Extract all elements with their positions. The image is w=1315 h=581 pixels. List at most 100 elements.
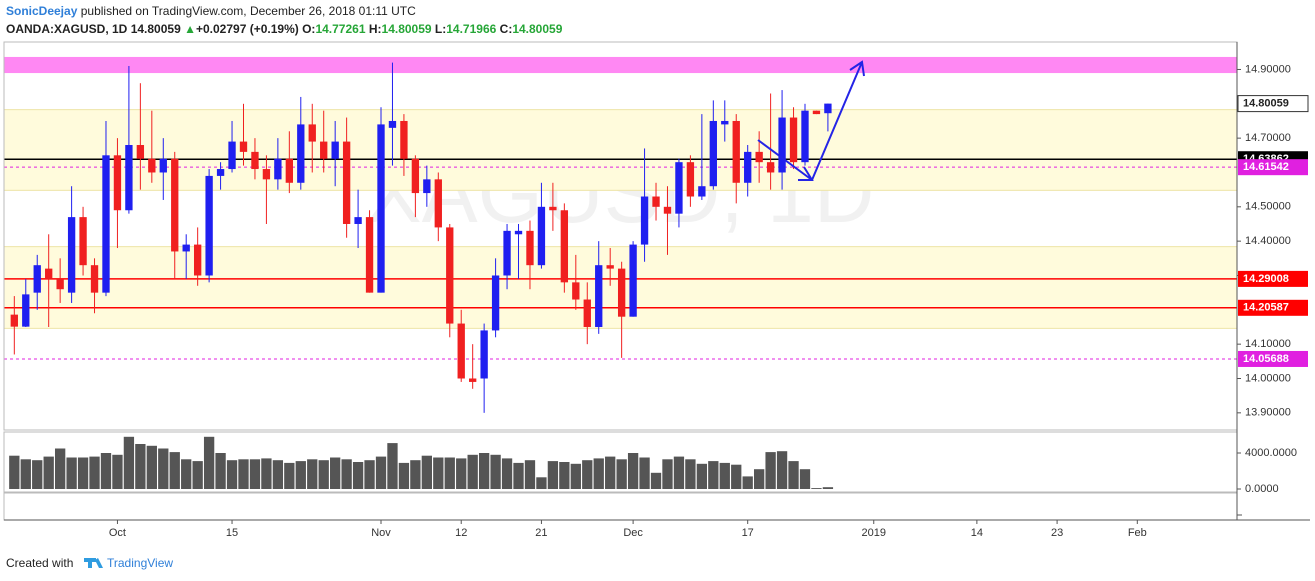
candle-body — [744, 151, 752, 183]
volume-bar — [559, 462, 570, 490]
candle-body — [629, 244, 637, 317]
candle-body — [491, 275, 500, 331]
volume-tick-label: 0.0000 — [1245, 483, 1279, 495]
volume-bar — [593, 458, 604, 490]
candle-body — [136, 145, 145, 159]
volume-bar — [650, 472, 662, 490]
volume-bar — [341, 459, 352, 490]
volume-bar — [43, 456, 54, 490]
volume-bar — [547, 461, 559, 490]
candle-body — [388, 120, 397, 128]
volume-bar — [582, 460, 593, 490]
legend: OANDA:XAGUSD, 1D 14.80059 ▲+0.02797 (+0.… — [6, 22, 563, 36]
candle-body — [67, 217, 76, 293]
volume-bar — [272, 460, 284, 490]
candle-body — [423, 179, 431, 194]
candle-body — [193, 244, 202, 276]
candle-body — [675, 162, 683, 214]
author[interactable]: SonicDeejay — [6, 4, 78, 18]
volume-bar — [100, 452, 112, 490]
volume-bar — [776, 451, 788, 490]
candle-body — [33, 265, 41, 293]
x-tick-label: 12 — [455, 527, 467, 539]
candle-body — [595, 265, 603, 327]
volume-bar — [478, 452, 490, 490]
candle-body — [652, 196, 660, 207]
candle-body — [56, 278, 64, 290]
volume-bar — [433, 457, 444, 490]
plot: XAGUSD, 1DSilver / U.S. Dollar — [3, 56, 1238, 490]
y-tick-label: 14.70000 — [1245, 132, 1291, 144]
volume-bar — [330, 457, 341, 490]
volume-bar — [421, 455, 432, 490]
level-label: 14.05688 — [1243, 353, 1289, 365]
l-label: L: — [435, 22, 446, 36]
candle-body — [377, 124, 385, 293]
level-box — [1238, 159, 1308, 176]
volume-bar — [9, 455, 20, 490]
volume-bar — [112, 454, 123, 490]
zone — [3, 56, 1238, 74]
candle-body — [801, 110, 809, 163]
o-value: 14.77261 — [315, 22, 365, 36]
volume-bar — [203, 436, 215, 490]
volume-bar — [135, 443, 146, 490]
volume-bar — [673, 456, 685, 490]
empty-pane — [3, 492, 1238, 521]
candle-body — [411, 158, 420, 194]
x-tick-label: 17 — [742, 527, 754, 539]
volume-bar — [249, 459, 261, 490]
footer-brand[interactable]: TradingView — [107, 556, 173, 570]
x-tick-label: 21 — [535, 527, 547, 539]
candle-body — [606, 265, 614, 269]
level-label: 14.61542 — [1243, 161, 1289, 173]
candle-body — [159, 158, 167, 173]
volume-bar — [77, 457, 89, 490]
volume-bar — [605, 456, 616, 490]
candle-body — [90, 265, 99, 293]
y-tick-label: 14.00000 — [1245, 372, 1291, 384]
candle-body — [331, 141, 339, 159]
candle-body — [342, 141, 351, 224]
candle-body — [45, 268, 53, 279]
volume-bar — [811, 488, 822, 490]
candle-body — [709, 120, 717, 187]
volume-bar — [662, 459, 673, 490]
volume-bar — [375, 456, 387, 490]
volume-bar — [192, 461, 203, 490]
candle-body — [457, 323, 465, 379]
candle-body — [446, 227, 454, 324]
volume-bar — [20, 459, 31, 490]
volume-bar — [753, 469, 765, 490]
candle-body — [663, 206, 672, 214]
footer-text: Created with — [6, 556, 73, 570]
volume-bar — [444, 457, 455, 490]
y-tick-label: 14.50000 — [1245, 201, 1291, 213]
volume-bar — [284, 462, 295, 490]
candle-body — [228, 141, 236, 170]
candle-body — [617, 268, 626, 317]
arrow-up — [811, 60, 865, 181]
candle-body — [560, 210, 569, 283]
volume-bar — [352, 462, 364, 490]
level-box — [1238, 350, 1308, 367]
x-tick-label: 2019 — [862, 527, 886, 539]
volume-bar — [123, 436, 135, 490]
candle-body — [686, 162, 695, 197]
candle-body — [583, 299, 591, 327]
volume-bar — [788, 461, 799, 490]
candle-body — [113, 155, 122, 211]
x-tick-label: Oct — [109, 527, 126, 539]
volume-tick-label: 4000.0000 — [1245, 447, 1297, 459]
candle-body — [640, 196, 649, 245]
volume-bar — [364, 460, 375, 490]
candle-body — [251, 151, 259, 170]
symbol: OANDA:XAGUSD, 1D — [6, 22, 128, 36]
c-value: 14.80059 — [512, 22, 562, 36]
c-label: C: — [500, 22, 513, 36]
volume-bar — [32, 460, 43, 490]
candle-body — [755, 151, 763, 163]
x-tick-label: 15 — [226, 527, 238, 539]
zone — [3, 109, 1238, 191]
o-label: O: — [302, 22, 315, 36]
